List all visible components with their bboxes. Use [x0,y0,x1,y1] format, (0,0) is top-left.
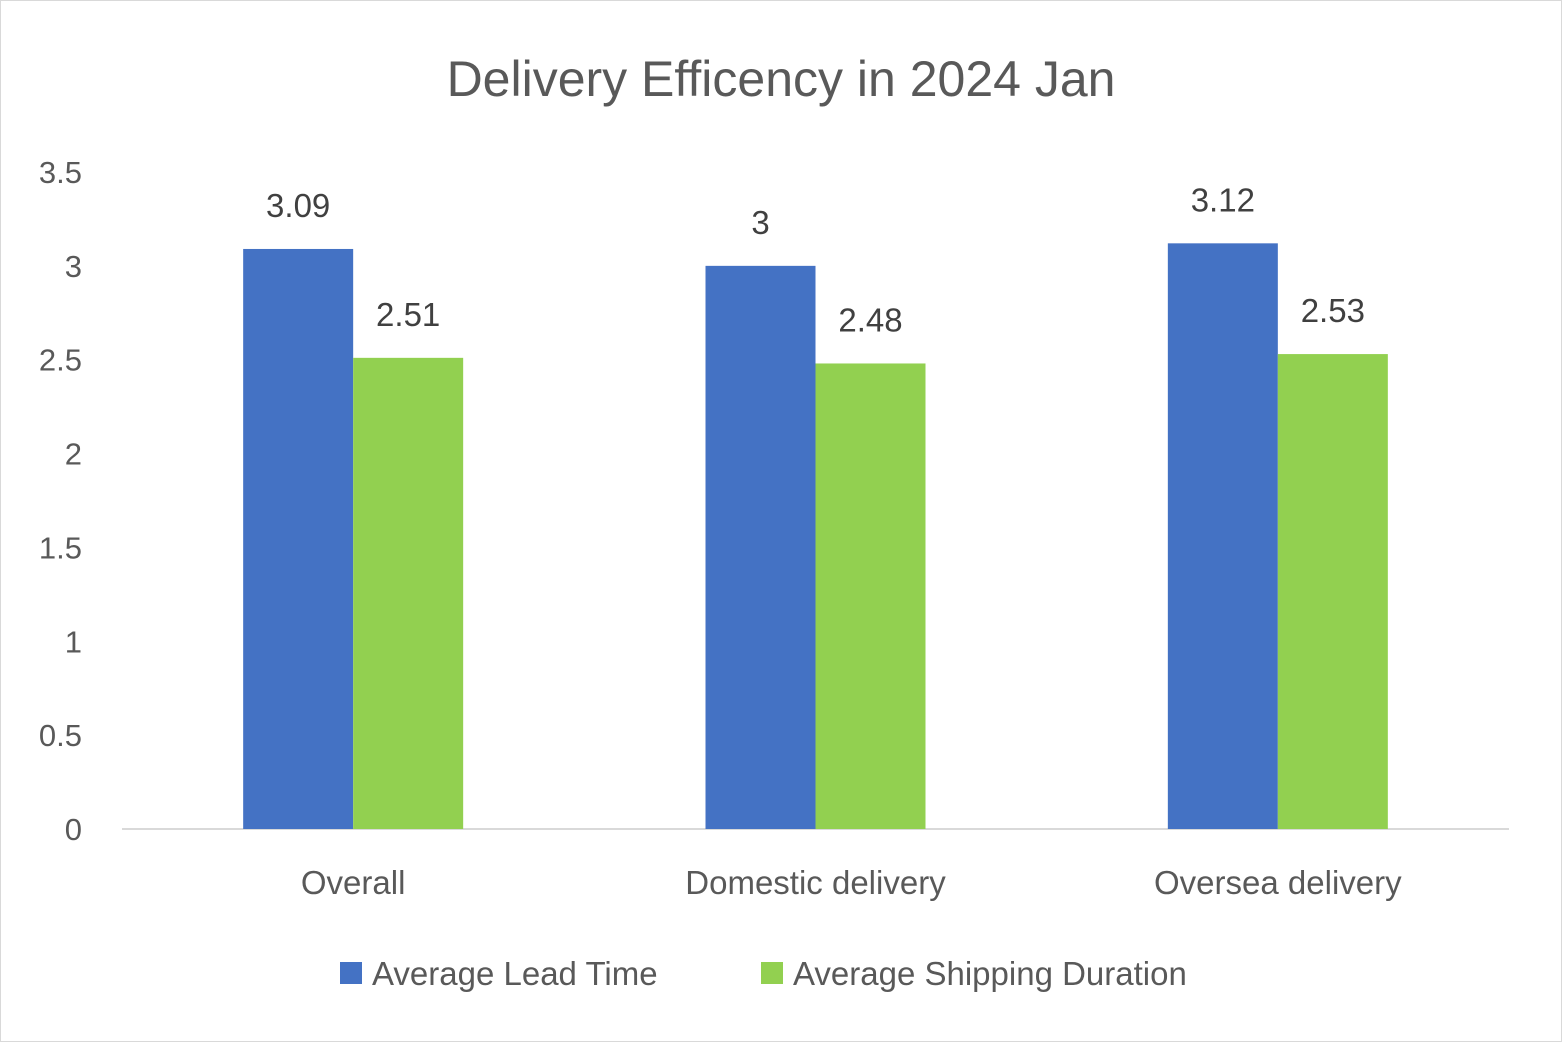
legend-label: Average Lead Time [372,955,658,992]
y-tick-label: 3 [65,249,82,284]
data-label: 2.51 [376,296,440,333]
data-label: 2.53 [1301,292,1365,329]
bar [353,357,464,829]
y-tick-label: 2.5 [39,343,82,378]
legend-swatch [761,962,783,984]
data-label: 2.48 [838,301,902,338]
x-category-label: Oversea delivery [1154,864,1402,901]
x-category-label: Overall [301,864,406,901]
legend-label: Average Shipping Duration [793,955,1187,992]
bar [1277,354,1388,829]
y-tick-label: 3.5 [39,155,82,190]
x-category-label: Domestic delivery [685,864,946,901]
bar [705,265,816,829]
data-label: 3.12 [1191,181,1255,218]
bar [815,363,926,829]
y-tick-label: 1.5 [39,530,82,565]
y-tick-label: 1 [65,624,82,659]
legend-swatch [340,962,362,984]
chart-title: Delivery Efficency in 2024 Jan [447,51,1116,107]
data-label: 3.09 [266,187,330,224]
bar [1167,243,1278,829]
data-label: 3 [751,204,769,241]
y-tick-label: 0.5 [39,718,82,753]
bar [243,248,354,829]
y-tick-label: 0 [65,812,82,847]
y-tick-label: 2 [65,437,82,472]
